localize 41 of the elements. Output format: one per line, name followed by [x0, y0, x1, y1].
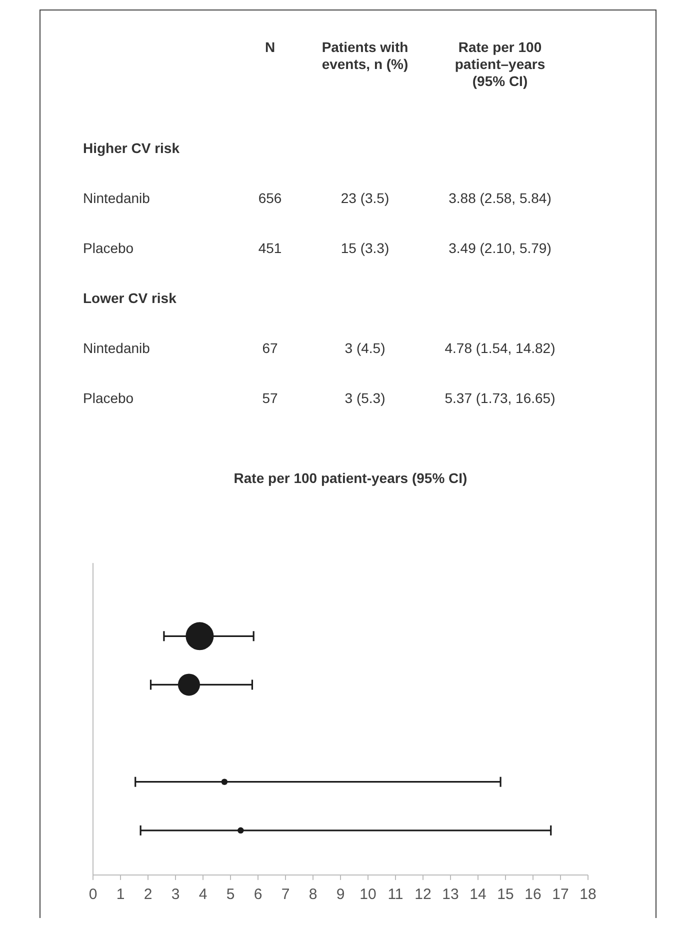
x-tick-label: 13 [442, 886, 459, 903]
x-tick-label: 18 [580, 886, 596, 903]
category-label: Nintedanib [83, 340, 150, 356]
x-tick-label: 4 [198, 886, 208, 903]
x-tick-label: 2 [144, 886, 152, 903]
x-tick-label: 0 [88, 886, 98, 903]
chart-title: Rate per 100 patient-years (95% CI) [234, 470, 468, 486]
x-tick-label: 7 [281, 886, 290, 903]
x-tick-label: 15 [497, 886, 514, 903]
x-tick-label: 12 [414, 886, 432, 903]
text: 57 [262, 390, 278, 406]
x-tick-label: 14 [470, 886, 486, 903]
category-label: Nintedanib [83, 190, 150, 206]
category-label: Lower CV risk [83, 290, 176, 306]
text: 67 [262, 340, 278, 356]
category-label: Placebo [83, 240, 134, 256]
x-tick-label: 10 [360, 886, 376, 903]
x-tick-label: 1 [116, 886, 125, 903]
text: 23 (3.5) [340, 190, 390, 206]
x-tick-label: 8 [308, 886, 318, 903]
text: 3 (4.5) [344, 340, 386, 356]
x-tick-label: 9 [336, 886, 345, 903]
text: 3.49 (2.10, 5.79) [448, 240, 552, 256]
x-tick-label: 16 [524, 886, 542, 903]
text: 451 [258, 240, 282, 256]
text: 3.88 (2.58, 5.84) [448, 190, 552, 206]
category-label: N [264, 39, 276, 55]
category-label: Patients with events, n (%) [322, 39, 408, 72]
text: 5.37 (1.73, 16.65) [444, 390, 556, 406]
x-tick-label: 6 [254, 886, 262, 903]
text: 15 (3.3) [340, 240, 390, 256]
category-label: Higher CV risk [83, 140, 180, 156]
x-tick-label: 17 [552, 886, 569, 903]
x-tick-label: 11 [388, 886, 404, 903]
x-tick-label: 3 [171, 886, 180, 903]
category-label: Rate per 100 patient–years (95% CI) [454, 39, 546, 89]
text: 4.78 (1.54, 14.82) [444, 340, 556, 356]
category-label: Placebo [83, 390, 134, 406]
x-tick-label: 5 [226, 886, 235, 903]
text: 3 (5.3) [344, 390, 386, 406]
text: 656 [258, 190, 282, 206]
